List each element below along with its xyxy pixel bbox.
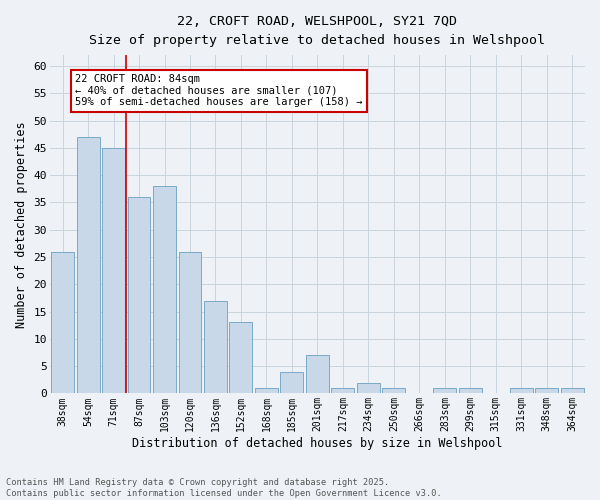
Bar [433,388,457,394]
X-axis label: Distribution of detached houses by size in Welshpool: Distribution of detached houses by size … [132,437,503,450]
Bar [331,388,355,394]
Title: 22, CROFT ROAD, WELSHPOOL, SY21 7QD
Size of property relative to detached houses: 22, CROFT ROAD, WELSHPOOL, SY21 7QD Size… [89,15,545,47]
Bar [128,197,151,394]
Text: 22 CROFT ROAD: 84sqm
← 40% of detached houses are smaller (107)
59% of semi-deta: 22 CROFT ROAD: 84sqm ← 40% of detached h… [76,74,363,108]
Bar [77,137,100,394]
Bar [535,388,558,394]
Bar [153,186,176,394]
Bar [306,355,329,394]
Y-axis label: Number of detached properties: Number of detached properties [15,121,28,328]
Bar [179,252,202,394]
Bar [51,252,74,394]
Text: Contains HM Land Registry data © Crown copyright and database right 2025.
Contai: Contains HM Land Registry data © Crown c… [6,478,442,498]
Bar [204,300,227,394]
Bar [255,388,278,394]
Bar [459,388,482,394]
Bar [561,388,584,394]
Bar [229,322,253,394]
Bar [280,372,304,394]
Bar [510,388,533,394]
Bar [357,382,380,394]
Bar [382,388,406,394]
Bar [102,148,125,394]
